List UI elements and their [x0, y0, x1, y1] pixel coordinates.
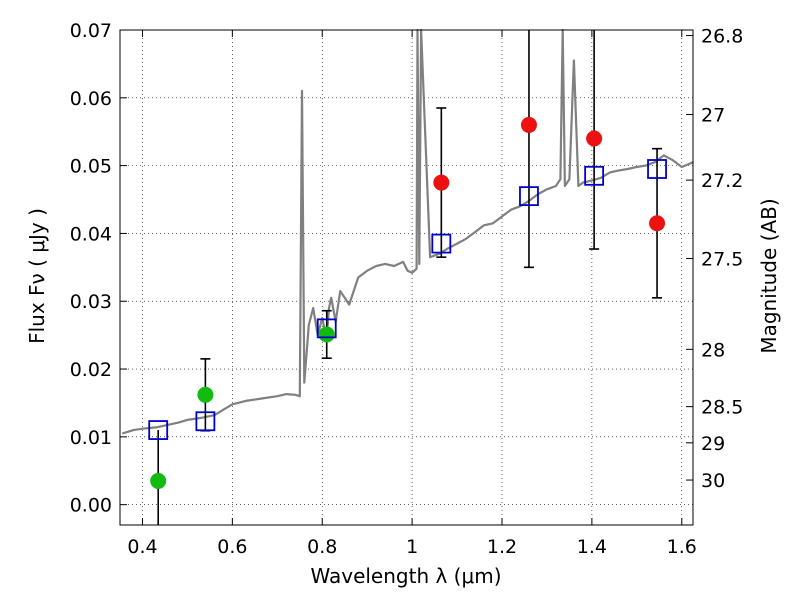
x-tick-label: 1: [406, 536, 418, 558]
grid: [120, 29, 693, 525]
y2-tick-label: 27: [701, 104, 725, 126]
points-layer: [150, 116, 666, 489]
y2-axis-ticks: 26.8 27 27.2 27.5 28 28.5 29 30: [686, 26, 743, 492]
red-data-point: [586, 130, 603, 147]
y-tick-label: 0.06: [70, 88, 112, 110]
y2-tick-label: 27.5: [701, 248, 743, 270]
model-square: [519, 186, 539, 207]
green-data-point: [318, 326, 335, 343]
spectrum-line: [121, 28, 694, 435]
y-tick-label: 0.07: [70, 20, 112, 42]
y-axis-label: Flux Fν ( μJy ): [25, 208, 49, 344]
y-axis-ticks: 0.00 0.01 0.02 0.03 0.04 0.05 0.06 0.07: [70, 20, 127, 517]
y-tick-label: 0.02: [70, 359, 112, 381]
errorbar-layer: [157, 30, 663, 525]
model-square: [316, 318, 337, 339]
model-square: [584, 165, 605, 186]
y2-tick-label: 27.2: [701, 170, 743, 192]
y-tick-label: 0.05: [70, 156, 112, 178]
y2-tick-label: 30: [701, 470, 725, 492]
plot-frame: [119, 29, 694, 526]
red-data-point: [649, 215, 666, 232]
y-tick-label: 0.03: [70, 291, 112, 313]
x-tick-label: 0.8: [307, 536, 337, 558]
green-data-point: [150, 472, 167, 489]
y-tick-label: 0.04: [70, 223, 112, 245]
red-data-point: [433, 174, 450, 191]
x-axis-ticks: 0.4 0.6 0.8 1 1.2 1.4 1.6: [127, 30, 697, 558]
y2-axis-label: Magnitude (AB): [757, 198, 781, 353]
x-tick-label: 0.6: [217, 536, 247, 558]
y2-tick-label: 28.5: [701, 397, 743, 419]
x-tick-label: 1.6: [667, 536, 697, 558]
y2-tick-label: 26.8: [701, 26, 743, 48]
model-square: [148, 420, 169, 440]
y-tick-label: 0.00: [70, 495, 112, 517]
model-layer: [148, 159, 667, 440]
spectrum-layer: [121, 28, 694, 435]
x-tick-label: 1.2: [487, 536, 517, 558]
x-axis-label: Wavelength λ (μm): [310, 564, 501, 588]
y2-tick-label: 28: [701, 339, 725, 361]
x-tick-label: 0.4: [127, 536, 157, 558]
model-square: [431, 233, 452, 254]
green-data-point: [197, 386, 214, 403]
red-data-point: [520, 116, 537, 133]
model-square: [647, 159, 667, 179]
model-square: [195, 411, 216, 432]
y2-tick-label: 29: [701, 433, 725, 455]
y-tick-label: 0.01: [70, 427, 112, 449]
x-tick-label: 1.4: [577, 536, 607, 558]
